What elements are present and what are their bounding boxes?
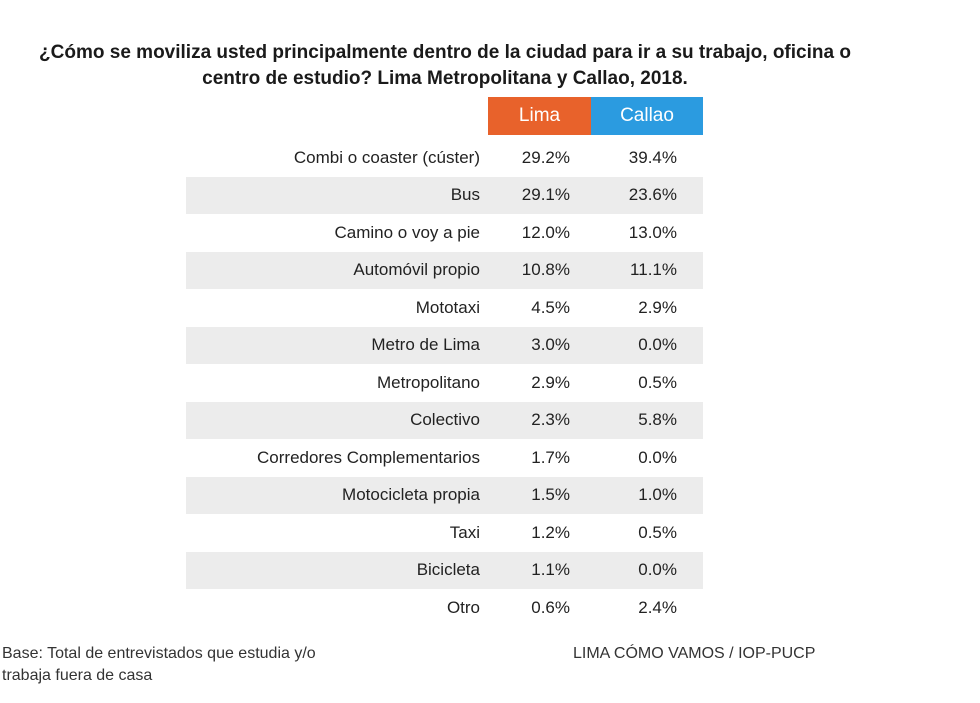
data-table: Combi o coaster (cúster) 29.2% 39.4% Bus 29.…: [186, 139, 703, 627]
callao-value: 23.6%: [628, 185, 677, 205]
table-row: Otro 0.6% 2.4%: [186, 589, 703, 627]
callao-value: 2.9%: [638, 297, 677, 317]
lima-value: 2.3%: [531, 410, 570, 430]
row-label: Combi o coaster (cúster): [293, 147, 480, 167]
row-label: Bus: [450, 185, 480, 205]
callao-value: 0.5%: [638, 372, 677, 392]
callao-value: 13.0%: [628, 222, 677, 242]
table-row: Motocicleta propia 1.5% 1.0%: [186, 476, 703, 514]
callao-value: 5.8%: [638, 410, 677, 430]
source-credit: LIMA CÓMO VAMOS / IOP-PUCP: [573, 645, 816, 662]
base-note-line-1: Base: Total de entrevistados que estudia…: [2, 645, 316, 662]
callao-value: 0.0%: [638, 447, 677, 467]
lima-value: 10.8%: [521, 260, 570, 280]
callao-value: 11.1%: [630, 260, 677, 280]
title-line-2: centro de estudio? Lima Metropolitana y …: [202, 68, 688, 89]
base-note-line-2: trabaja fuera de casa: [2, 667, 153, 684]
chart-title: ¿Cómo se moviliza usted principalmente d…: [0, 40, 890, 92]
row-label: Metropolitano: [376, 372, 480, 392]
lima-value: 1.1%: [531, 560, 570, 580]
table-row: Bus 29.1% 23.6%: [186, 176, 703, 214]
row-label: Colectivo: [410, 410, 480, 430]
row-label: Metro de Lima: [371, 335, 480, 355]
lima-value: 1.5%: [531, 485, 570, 505]
lima-value: 0.6%: [531, 597, 570, 617]
table-row: Camino o voy a pie 12.0% 13.0%: [186, 214, 703, 252]
row-label: Motocicleta propia: [342, 485, 480, 505]
lima-value: 3.0%: [531, 335, 570, 355]
row-label: Otro: [446, 597, 480, 617]
row-label: Mototaxi: [415, 297, 480, 317]
base-note: Base: Total de entrevistados que estudia…: [2, 643, 422, 687]
callao-value: 2.4%: [638, 597, 677, 617]
column-header-lima: Lima: [488, 97, 591, 135]
lima-value: 29.2%: [521, 147, 570, 167]
title-line-1: ¿Cómo se moviliza usted principalmente d…: [39, 42, 851, 63]
table-row: Mototaxi 4.5% 2.9%: [186, 289, 703, 327]
row-label: Camino o voy a pie: [334, 222, 480, 242]
row-label: Corredores Complementarios: [257, 447, 480, 467]
callao-value: 0.0%: [638, 335, 677, 355]
table-row: Combi o coaster (cúster) 29.2% 39.4%: [186, 139, 703, 177]
table-row: Taxi 1.2% 0.5%: [186, 514, 703, 552]
row-label: Automóvil propio: [353, 260, 480, 280]
lima-value: 4.5%: [531, 297, 570, 317]
callao-value: 0.0%: [638, 560, 677, 580]
table-row: Metro de Lima 3.0% 0.0%: [186, 326, 703, 364]
lima-value: 1.7%: [531, 447, 570, 467]
callao-value: 0.5%: [638, 522, 677, 542]
table-row: Bicicleta 1.1% 0.0%: [186, 551, 703, 589]
lima-value: 12.0%: [521, 222, 570, 242]
table-row: Metropolitano 2.9% 0.5%: [186, 364, 703, 402]
table-row: Automóvil propio 10.8% 11.1%: [186, 251, 703, 289]
callao-value: 1.0%: [638, 485, 677, 505]
lima-value: 2.9%: [531, 372, 570, 392]
row-label: Taxi: [449, 522, 480, 542]
column-header-callao: Callao: [591, 97, 703, 135]
lima-value: 1.2%: [531, 522, 570, 542]
table-row: Colectivo 2.3% 5.8%: [186, 401, 703, 439]
callao-value: 39.4%: [628, 147, 677, 167]
lima-value: 29.1%: [521, 185, 570, 205]
table-row: Corredores Complementarios 1.7% 0.0%: [186, 439, 703, 477]
row-label: Bicicleta: [416, 560, 480, 580]
